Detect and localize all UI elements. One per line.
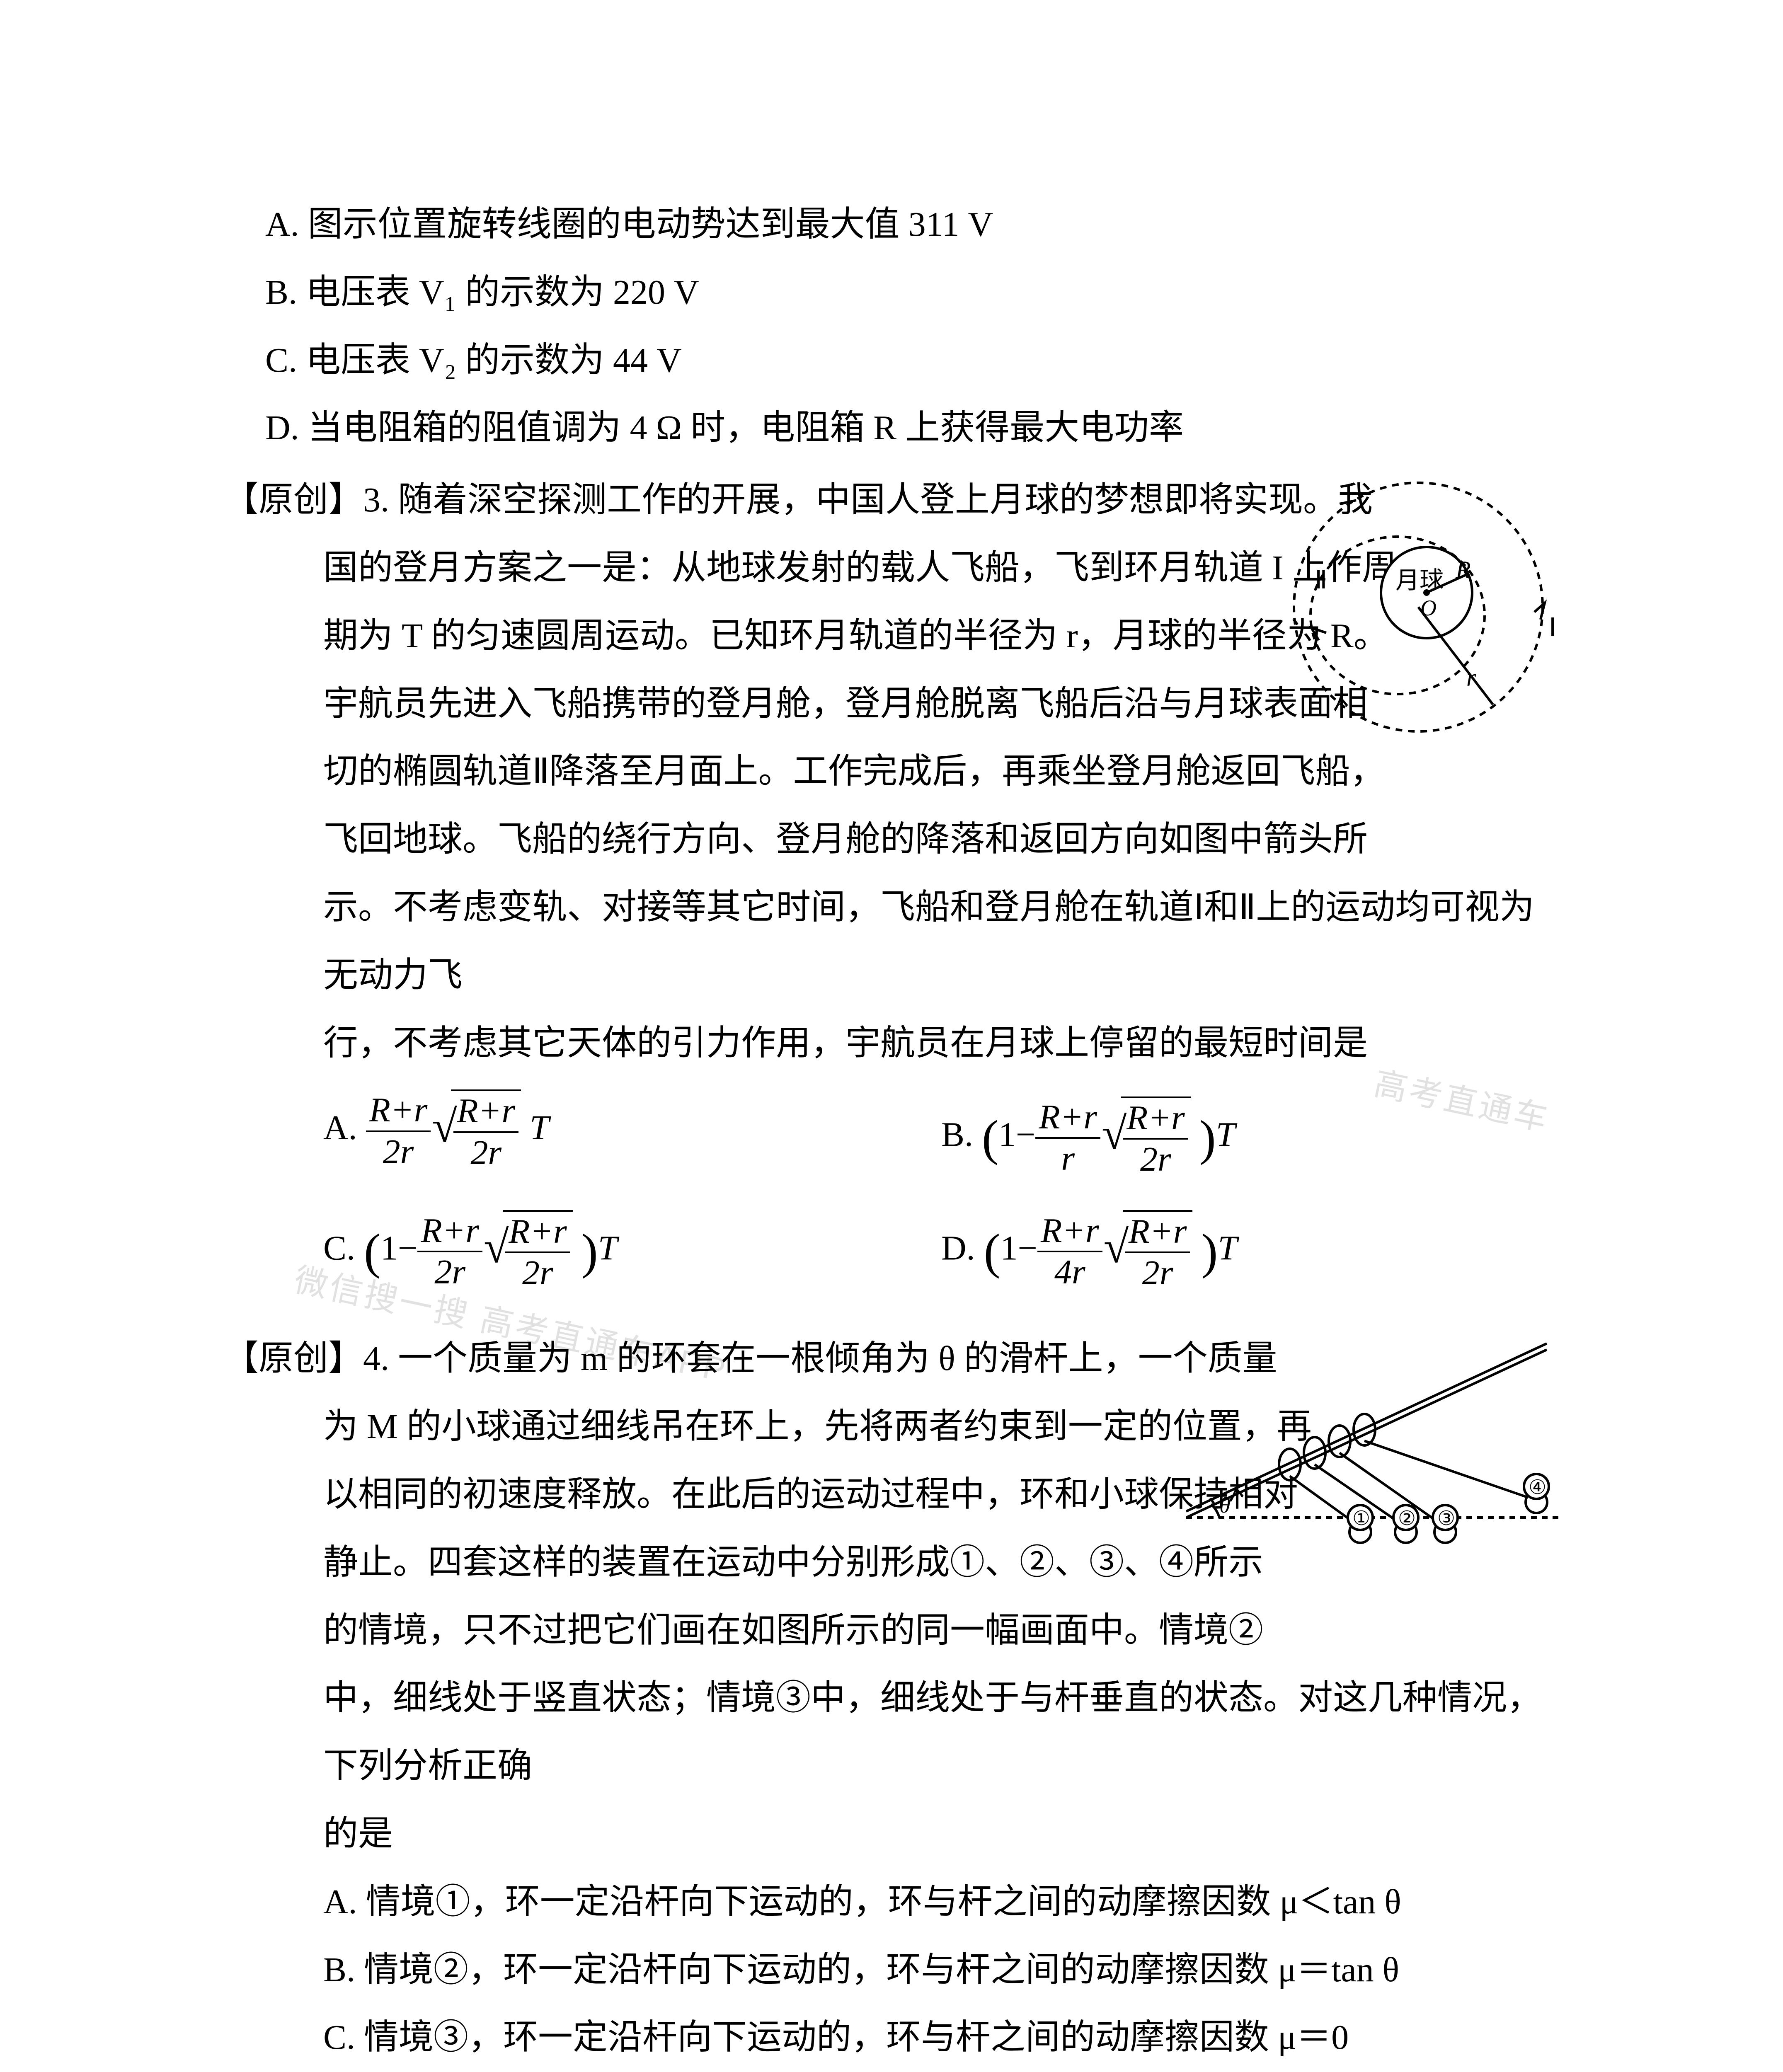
q4-opt-a: A. 情境①，环一定沿杆向下运动的，环与杆之间的动摩擦因数 μ＜tan θ [224, 1868, 1559, 1936]
q4-opt-b: B. 情境②，环一定沿杆向下运动的，环与杆之间的动摩擦因数 μ＝tan θ [224, 1936, 1559, 2004]
q4-opt-c: C. 情境③，环一定沿杆向下运动的，环与杆之间的动摩擦因数 μ＝0 [224, 2004, 1559, 2072]
q4-b1: 一个质量为 m 的环套在一根倾角为 θ 的滑杆上，一个质量 [389, 1339, 1277, 1378]
q3-opts-row2: C. (1−R+r2r R+r2r )T D. (1−R+r4r R+r2r )… [224, 1203, 1559, 1300]
q3-optD-pre: D. [941, 1229, 984, 1268]
q3-optC-pre: C. [323, 1229, 364, 1268]
q4-n3: ③ [1437, 1508, 1455, 1530]
q3-b7: 示。不考虑变轨、对接等其它时间，飞船和登月舱在轨道Ⅰ和Ⅱ上的运动均可视为无动力飞 [224, 874, 1559, 1009]
q4-b6: 中，细线处于竖直状态；情境③中，细线处于与杆垂直的状态。对这几种情况，下列分析正… [224, 1664, 1559, 1800]
q3-opt-d: D. (1−R+r4r R+r2r )T [941, 1203, 1559, 1300]
q3-optA-pre: A. [323, 1109, 366, 1147]
q3-II: Ⅱ [1315, 566, 1328, 594]
q3-optB-pre: B. [941, 1116, 982, 1154]
q3-moon-label: 月球 [1395, 567, 1444, 594]
q4-theta: θ [1219, 1493, 1231, 1518]
q4-b7: 的是 [224, 1800, 1559, 1868]
q4-n1: ① [1352, 1508, 1370, 1530]
q3-tag: 【原创】3. [224, 481, 389, 519]
q4-diagram: θ ① ② ③ ④ [1186, 1333, 1559, 1549]
q2-opt-c: C. 电压表 V₂ 的示数为 44 V [224, 327, 1559, 395]
q4: θ ① ② ③ ④ 【原创】4. 一个质量为 m 的环套在一根倾角为 θ 的滑杆… [224, 1325, 1559, 2072]
q3-opts-row1: A. R+r2r R+r2r T B. (1−R+rr R+r2r )T [224, 1089, 1559, 1186]
q2-opt-a: A. 图示位置旋转线圈的电动势达到最大值 311 V [224, 191, 1559, 259]
q3-opt-c: C. (1−R+r2r R+r2r )T [323, 1203, 941, 1300]
q3-r: r [1466, 664, 1476, 691]
q2-opt-d: D. 当电阻箱的阻值调为 4 Ω 时，电阻箱 R 上获得最大电功率 [224, 394, 1559, 462]
q2-options-tail: A. 图示位置旋转线圈的电动势达到最大值 311 V B. 电压表 V₁ 的示数… [224, 191, 1559, 462]
q3-b1: 随着深空探测工作的开展，中国人登上月球的梦想即将实现。我 [389, 481, 1373, 519]
q3-opt-b: B. (1−R+rr R+r2r )T [941, 1089, 1559, 1186]
q2-opt-b: B. 电压表 V₁ 的示数为 220 V [224, 259, 1559, 327]
q3-O: O [1420, 595, 1437, 620]
q4-tag: 【原创】4. [224, 1339, 389, 1378]
q3: 月球 R O r Ⅰ Ⅱ 【原创】3. 随着深空探测工作的开展，中国人登上月球的… [224, 466, 1559, 1300]
q4-n2: ② [1398, 1508, 1416, 1530]
q3-b8: 行，不考虑其它天体的引力作用，宇航员在月球上停留的最短时间是 [224, 1009, 1559, 1077]
q3-R: R [1455, 556, 1471, 583]
q4-n4: ④ [1529, 1477, 1546, 1498]
q3-b6: 飞回地球。飞船的绕行方向、登月舱的降落和返回方向如图中箭头所 [224, 806, 1559, 874]
q3-diagram: 月球 R O r Ⅰ Ⅱ [1244, 474, 1559, 781]
q4-b5: 的情境，只不过把它们画在如图所示的同一幅画面中。情境② [224, 1597, 1559, 1665]
q3-opt-a: A. R+r2r R+r2r T [323, 1089, 941, 1186]
q3-I: Ⅰ [1549, 614, 1556, 642]
